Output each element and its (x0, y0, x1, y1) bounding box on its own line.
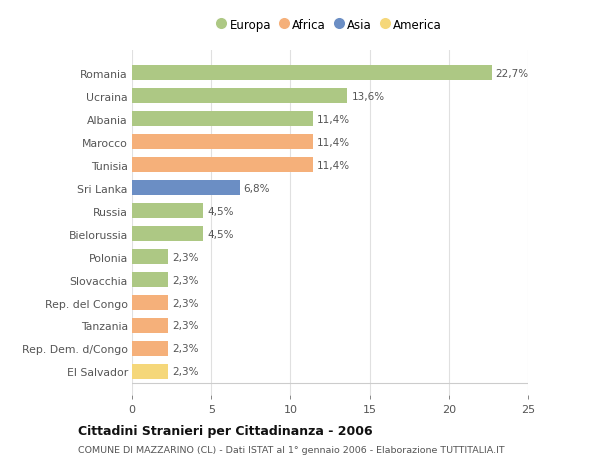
Text: 11,4%: 11,4% (317, 137, 350, 147)
Text: 2,3%: 2,3% (172, 321, 199, 331)
Text: 2,3%: 2,3% (172, 367, 199, 377)
Text: 11,4%: 11,4% (317, 160, 350, 170)
Text: 6,8%: 6,8% (244, 183, 270, 193)
Text: 2,3%: 2,3% (172, 275, 199, 285)
Bar (132, 296, 169, 310)
Text: 2,3%: 2,3% (172, 252, 199, 262)
Text: 4,5%: 4,5% (207, 206, 234, 216)
Bar (132, 227, 203, 241)
Bar (132, 364, 169, 379)
Text: Cittadini Stranieri per Cittadinanza - 2006: Cittadini Stranieri per Cittadinanza - 2… (78, 424, 373, 437)
Text: 11,4%: 11,4% (317, 114, 350, 124)
Bar (132, 158, 313, 173)
Bar (132, 204, 203, 218)
Bar (132, 135, 313, 150)
Text: 4,5%: 4,5% (207, 229, 234, 239)
Bar (132, 112, 313, 127)
Bar (132, 341, 169, 356)
Text: COMUNE DI MAZZARINO (CL) - Dati ISTAT al 1° gennaio 2006 - Elaborazione TUTTITAL: COMUNE DI MAZZARINO (CL) - Dati ISTAT al… (78, 445, 505, 454)
Legend: Europa, Africa, Asia, America: Europa, Africa, Asia, America (214, 15, 446, 35)
Bar (132, 89, 347, 104)
Bar (132, 273, 169, 287)
Text: 2,3%: 2,3% (172, 298, 199, 308)
Bar (132, 250, 169, 264)
Bar (132, 319, 169, 333)
Text: 2,3%: 2,3% (172, 344, 199, 354)
Bar (132, 66, 491, 81)
Text: 22,7%: 22,7% (496, 68, 529, 78)
Text: 13,6%: 13,6% (352, 91, 385, 101)
Bar (132, 181, 240, 196)
